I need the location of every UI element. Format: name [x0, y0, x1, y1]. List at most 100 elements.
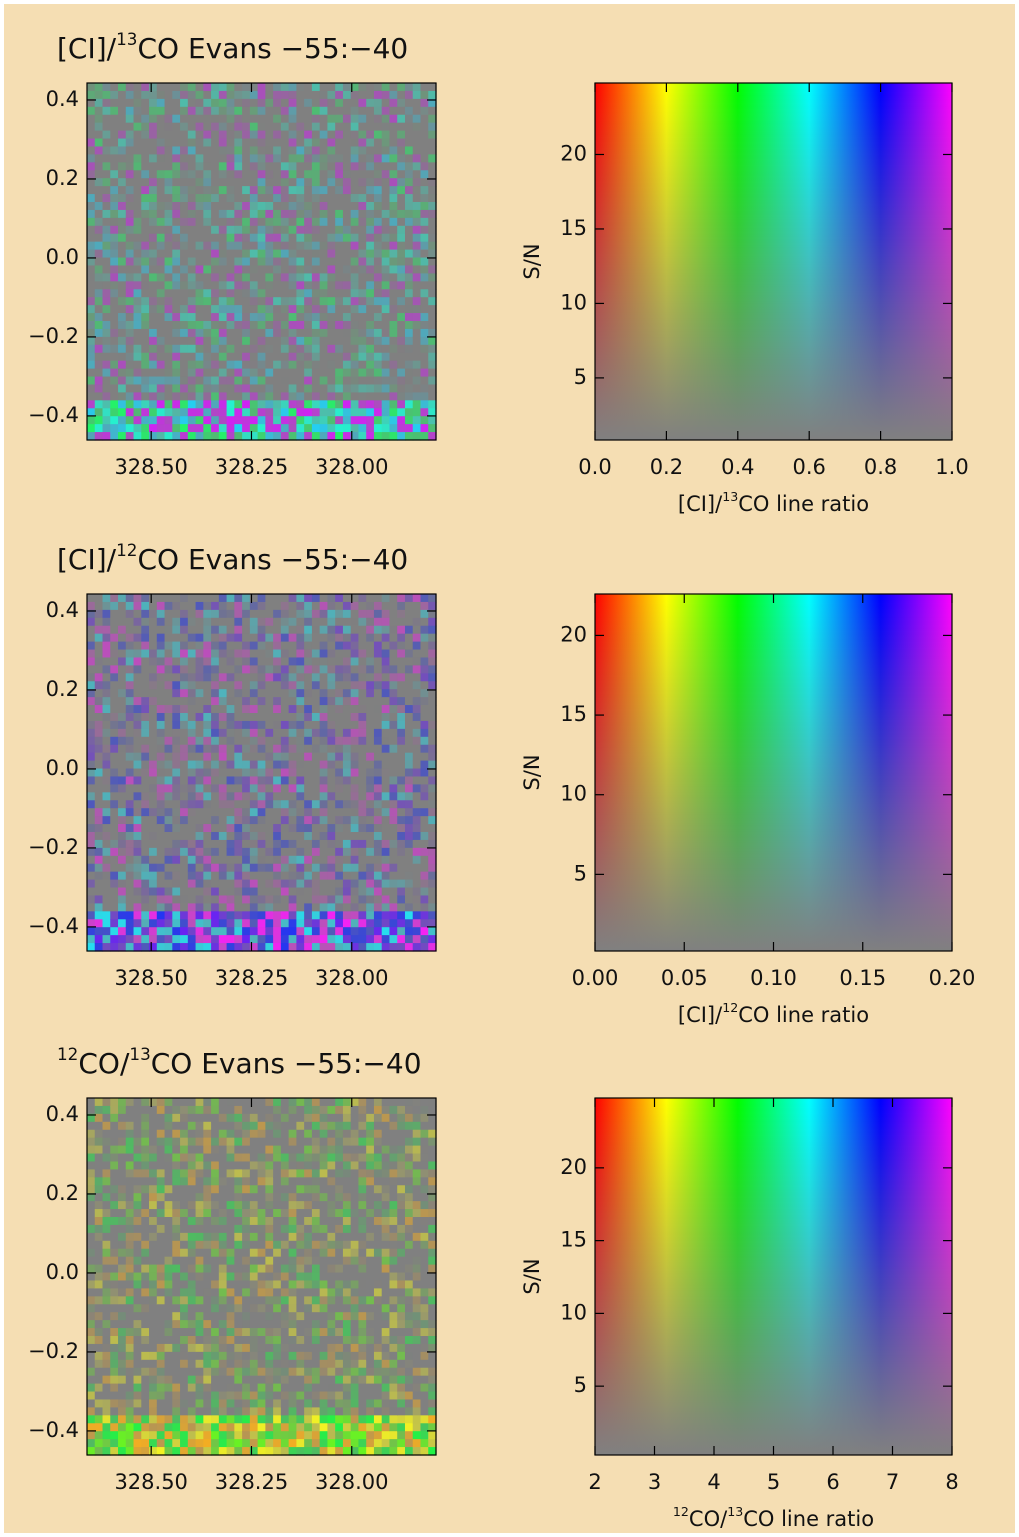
- map-pixel: [218, 1177, 228, 1186]
- map-pixel: [342, 792, 352, 801]
- map-pixel: [234, 839, 243, 849]
- map-pixel: [187, 130, 197, 140]
- map-pixel: [164, 392, 173, 401]
- map-pixel: [404, 609, 414, 619]
- map-pixel: [102, 241, 111, 251]
- map-pixel: [234, 903, 243, 912]
- map-pixel: [102, 217, 111, 227]
- map-pixel: [226, 895, 235, 904]
- map-pixel: [280, 281, 290, 290]
- map-pixel: [187, 392, 197, 401]
- map-pixel: [350, 681, 360, 690]
- map-pixel: [381, 202, 391, 211]
- map-pixel: [195, 1288, 204, 1297]
- map-pixel: [304, 927, 313, 936]
- map-pixel: [110, 1336, 119, 1345]
- map-pixel: [381, 408, 391, 417]
- map-pixel: [195, 162, 204, 171]
- map-pixel: [397, 209, 406, 219]
- map-pixel: [280, 162, 290, 171]
- map-pixel: [288, 792, 297, 801]
- map-pixel: [133, 186, 142, 195]
- map-pixel: [211, 633, 220, 643]
- map-pixel: [141, 1177, 150, 1186]
- map-pixel: [226, 633, 235, 643]
- map-pixel: [404, 416, 414, 425]
- map-pixel: [94, 816, 104, 825]
- map-pixel: [350, 178, 360, 187]
- map-pixel: [125, 1312, 135, 1321]
- map-pixel: [149, 1256, 158, 1266]
- map-pixel: [296, 689, 305, 698]
- map-pixel: [257, 178, 266, 187]
- map-pixel: [335, 154, 344, 163]
- map-pixel: [203, 609, 212, 619]
- map-pixel: [381, 170, 391, 179]
- map-pixel: [118, 1224, 127, 1234]
- map-pixel: [335, 665, 344, 674]
- map-pixel: [234, 305, 243, 314]
- map-pixel: [296, 178, 305, 187]
- map-pixel: [234, 336, 243, 346]
- map-pixel: [102, 744, 111, 754]
- map-pixel: [102, 1320, 111, 1329]
- map-pixel: [288, 392, 297, 401]
- map-pixel: [211, 1431, 220, 1440]
- map-pixel: [187, 752, 197, 762]
- map-pixel: [164, 594, 173, 603]
- map-pixel: [141, 130, 150, 140]
- map-pixel: [234, 162, 243, 171]
- map-pixel: [87, 273, 96, 282]
- map-pixel: [195, 83, 204, 92]
- map-pixel: [149, 720, 158, 730]
- map-pixel: [149, 887, 158, 897]
- map-pixel: [141, 1153, 150, 1163]
- map-pixel: [156, 879, 166, 889]
- map-pixel: [156, 1185, 166, 1194]
- map-pixel: [94, 1375, 104, 1385]
- map-pixel: [226, 816, 235, 825]
- map-pixel: [381, 83, 391, 92]
- map-pixel: [249, 352, 259, 362]
- map-pixel: [133, 633, 142, 643]
- map-pixel: [420, 209, 429, 219]
- map-pixel: [118, 720, 127, 730]
- map-pixel: [172, 1407, 181, 1416]
- map-pixel: [366, 641, 375, 651]
- map-pixel: [428, 895, 437, 904]
- map-pixel: [118, 336, 127, 346]
- map-pixel: [149, 321, 158, 330]
- map-pixel: [133, 657, 142, 666]
- map-pixel: [125, 328, 135, 338]
- map-pixel: [389, 705, 398, 714]
- map-pixel: [110, 744, 119, 754]
- map-pixel: [389, 919, 398, 928]
- map-pixel: [118, 1320, 127, 1329]
- map-pixel: [257, 225, 266, 235]
- map-pixel: [288, 633, 297, 643]
- map-pixel: [420, 321, 429, 330]
- y-axis-label: S/N: [520, 243, 544, 279]
- map-pixel: [172, 1375, 181, 1385]
- map-pixel: [180, 594, 189, 603]
- map-pixel: [172, 832, 181, 841]
- map-pixel: [187, 1232, 197, 1242]
- map-pixel: [234, 265, 243, 274]
- map-pixel: [156, 1304, 166, 1313]
- map-pixel: [156, 328, 166, 338]
- map-pixel: [218, 689, 228, 698]
- map-pixel: [404, 641, 414, 651]
- map-pixel: [335, 313, 344, 322]
- map-pixel: [118, 617, 127, 627]
- map-pixel: [249, 98, 259, 108]
- map-pixel: [172, 265, 181, 274]
- map-pixel: [404, 202, 414, 211]
- map-pixel: [125, 752, 135, 762]
- map-pixel: [133, 919, 142, 928]
- map-pixel: [125, 816, 135, 825]
- map-pixel: [428, 839, 437, 849]
- map-pixel: [211, 186, 220, 195]
- map-pixel: [156, 871, 166, 881]
- map-pixel: [249, 146, 259, 155]
- map-pixel: [428, 376, 437, 386]
